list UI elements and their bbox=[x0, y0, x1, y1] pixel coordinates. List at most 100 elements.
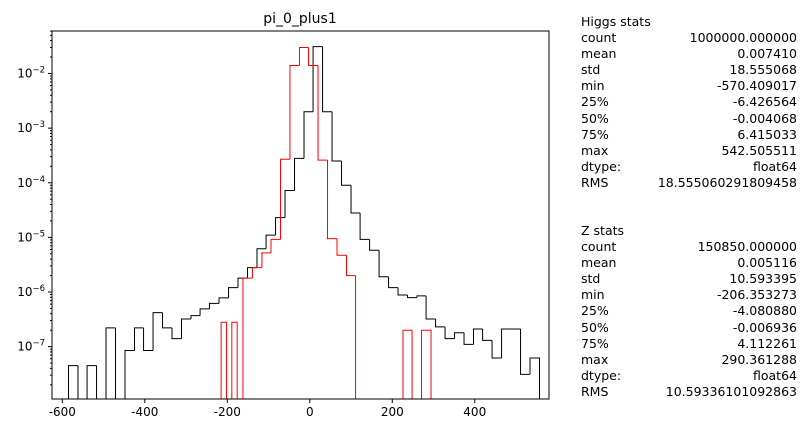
histogram-bin bbox=[317, 65, 328, 161]
higgs-stats-rows: count 1000000.000000 mean 0.007410 std 18.555… bbox=[581, 30, 797, 191]
stats-label: count bbox=[581, 30, 617, 46]
y-tick-label: 10−2 bbox=[17, 66, 45, 81]
stats-value: -6.426564 bbox=[732, 94, 797, 110]
chart-title: pi_0_plus1 bbox=[263, 11, 337, 27]
histogram-bin bbox=[327, 160, 337, 240]
stats-value: 18.555060291809458 bbox=[657, 174, 797, 190]
stats-label: dtype: bbox=[581, 367, 622, 383]
stats-value: 542.505511 bbox=[721, 142, 797, 158]
histogram-bin bbox=[218, 297, 229, 304]
histogram-bin bbox=[355, 275, 366, 400]
stats-label: dtype: bbox=[581, 158, 622, 174]
histogram-bin bbox=[529, 357, 541, 399]
histogram-bin bbox=[378, 250, 389, 278]
histogram-bin bbox=[251, 267, 262, 279]
higgs-stats-title: Higgs stats bbox=[581, 14, 651, 29]
histogram-bin bbox=[162, 312, 173, 329]
stats-value: -570.409017 bbox=[716, 78, 797, 94]
histogram-bin bbox=[435, 319, 446, 328]
histogram-bin bbox=[425, 295, 436, 320]
higgs-stats-panel: Higgs stats count 1000000.000000 mean 0.007… bbox=[581, 14, 797, 191]
histogram-bin bbox=[482, 329, 493, 341]
histogram-series bbox=[68, 46, 541, 400]
histogram-bin bbox=[242, 277, 253, 399]
stats-value: float64 bbox=[753, 367, 797, 383]
histogram-bin bbox=[289, 65, 300, 160]
histogram-bin bbox=[331, 111, 342, 162]
z-stats-rows: count 150850.000000 mean 0.005116 std 10.5933… bbox=[581, 239, 797, 400]
x-tick-label: 400 bbox=[463, 405, 486, 419]
y-tick-exponent: −6 bbox=[32, 284, 45, 294]
histogram-bin bbox=[228, 287, 239, 298]
histogram-bin bbox=[303, 111, 314, 159]
histogram-bin bbox=[369, 239, 380, 251]
histogram-bin bbox=[416, 295, 427, 298]
stats-row: 25% -4.080880 bbox=[581, 303, 797, 319]
stats-label: max bbox=[581, 142, 609, 158]
histogram-bin bbox=[236, 322, 243, 400]
stats-label: std bbox=[581, 271, 601, 287]
histogram-bin bbox=[501, 328, 512, 358]
y-tick-base: 10 bbox=[17, 176, 32, 190]
stats-row: dtype: float64 bbox=[581, 368, 797, 384]
histogram-bin bbox=[261, 252, 272, 268]
stats-label: 25% bbox=[581, 303, 609, 319]
histogram-bin bbox=[397, 287, 408, 296]
histogram-bin bbox=[77, 365, 88, 400]
y-tick-exponent: −4 bbox=[32, 175, 45, 185]
stats-value: 18.555068 bbox=[729, 62, 797, 78]
histogram-bin bbox=[209, 302, 220, 309]
plot-area bbox=[68, 46, 541, 400]
histogram-bin bbox=[341, 161, 352, 186]
stats-label: 25% bbox=[581, 94, 609, 110]
stats-value: 1000000.000000 bbox=[689, 30, 797, 46]
y-tick-base: 10 bbox=[17, 230, 32, 244]
histogram-bin bbox=[270, 238, 281, 253]
x-axis: -600 -400 -200 0 200 400 bbox=[49, 399, 486, 419]
histogram-bin bbox=[265, 234, 276, 249]
histogram-bin bbox=[225, 322, 232, 400]
y-tick-exponent: −7 bbox=[32, 339, 45, 349]
z-stats-panel: Z stats count 150850.000000 mean 0.005116 st… bbox=[581, 223, 797, 400]
stats-value: 10.593395 bbox=[729, 271, 797, 287]
y-tick-base: 10 bbox=[17, 340, 32, 354]
stats-value: 0.007410 bbox=[737, 46, 797, 62]
histogram-bin bbox=[143, 327, 154, 351]
x-tick-label: 200 bbox=[381, 405, 404, 419]
histogram-bin bbox=[491, 340, 502, 359]
histogram-bin bbox=[199, 308, 210, 316]
histogram-bin bbox=[96, 365, 107, 400]
y-tick-base: 10 bbox=[17, 121, 32, 135]
stats-row: max 290.361288 bbox=[581, 352, 797, 368]
stats-label: count bbox=[581, 239, 617, 255]
x-tick-label: -400 bbox=[131, 405, 158, 419]
histogram-bin bbox=[345, 255, 356, 277]
histogram-bin bbox=[388, 276, 399, 289]
histogram-bin bbox=[86, 365, 97, 399]
histogram-bin bbox=[133, 327, 144, 351]
stats-row: 50% -0.006936 bbox=[581, 320, 797, 336]
stats-row: min -570.409017 bbox=[581, 78, 797, 94]
stats-label: RMS bbox=[581, 383, 609, 399]
stats-value: 290.361288 bbox=[721, 351, 797, 367]
histogram-bin bbox=[463, 332, 474, 345]
plot-frame bbox=[51, 30, 550, 400]
histogram-bin bbox=[402, 329, 413, 399]
histogram-bin bbox=[407, 295, 418, 299]
stats-row: mean 0.005116 bbox=[581, 255, 797, 271]
stats-row: RMS 18.555060291809458 bbox=[581, 175, 797, 191]
x-tick-label: -600 bbox=[49, 405, 76, 419]
stats-value: -0.006936 bbox=[732, 319, 797, 335]
stats-value: -4.080880 bbox=[732, 303, 797, 319]
stats-row: min -206.353273 bbox=[581, 287, 797, 303]
y-tick-label: 10−4 bbox=[17, 175, 45, 190]
histogram-bin bbox=[231, 321, 238, 399]
histogram-bin bbox=[308, 47, 319, 67]
stats-row: std 10.593395 bbox=[581, 271, 797, 287]
histogram-bin bbox=[312, 46, 323, 112]
histogram-bin bbox=[298, 46, 309, 66]
stats-value: 6.415033 bbox=[737, 126, 797, 142]
stats-label: min bbox=[581, 287, 605, 303]
histogram-bin bbox=[280, 158, 290, 240]
